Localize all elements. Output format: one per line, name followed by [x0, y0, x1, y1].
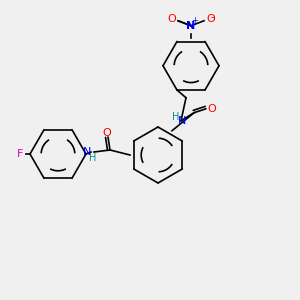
- Text: -: -: [211, 12, 214, 22]
- Text: +: +: [191, 16, 198, 26]
- Text: N: N: [186, 21, 196, 31]
- Text: O: O: [103, 128, 111, 138]
- Text: O: O: [206, 14, 215, 24]
- Text: O: O: [167, 14, 176, 24]
- Text: H: H: [172, 112, 180, 122]
- Text: N: N: [82, 147, 91, 157]
- Text: H: H: [89, 153, 97, 163]
- Text: N: N: [178, 116, 186, 126]
- Text: O: O: [207, 104, 216, 114]
- Text: F: F: [16, 149, 23, 159]
